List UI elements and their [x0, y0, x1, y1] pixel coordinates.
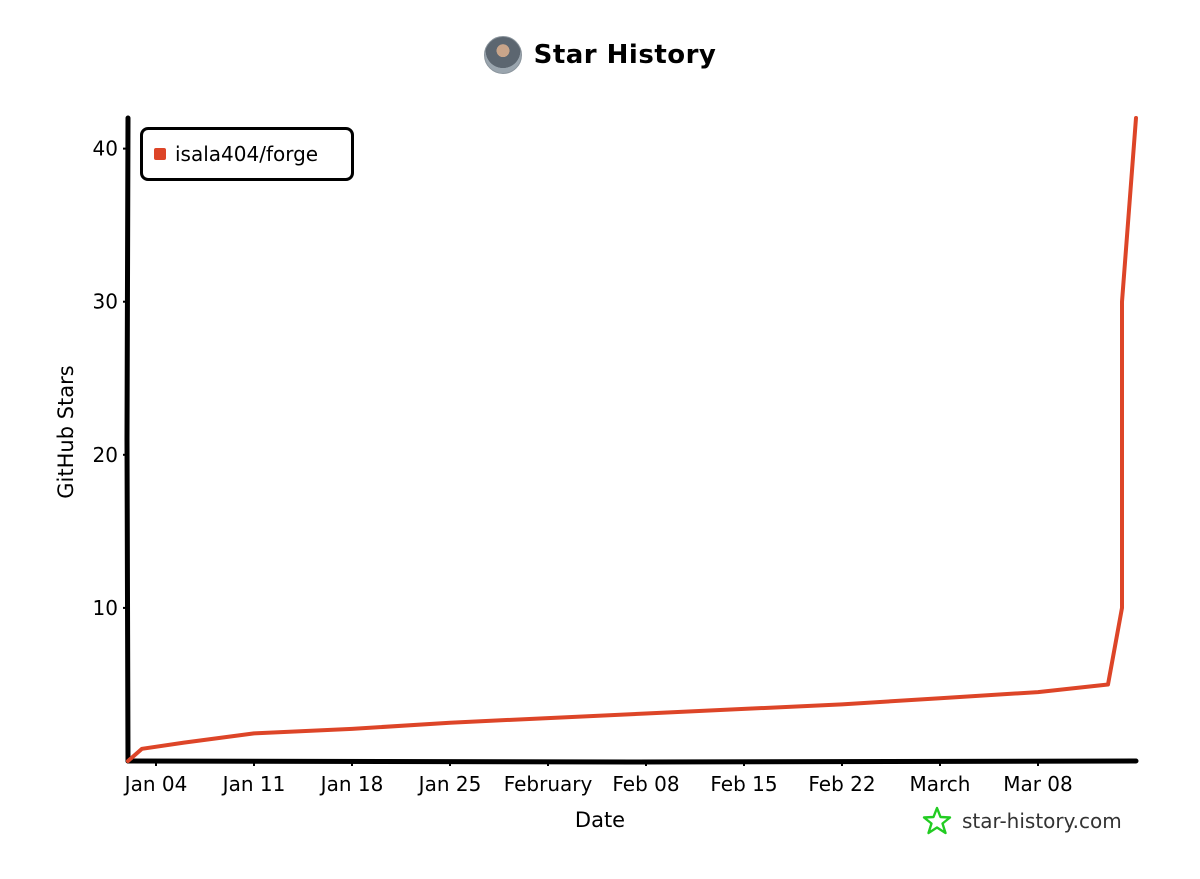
x-tick-label: Jan 04 — [123, 772, 188, 796]
x-tick-label: Mar 08 — [1003, 772, 1073, 796]
x-tick-label: Feb 22 — [808, 772, 875, 796]
x-tick-label: Jan 25 — [417, 772, 482, 796]
x-tick-label: Feb 15 — [710, 772, 777, 796]
legend-label: isala404/forge — [175, 142, 319, 166]
watermark-text: star-history.com — [962, 809, 1122, 833]
y-tick-label: 10 — [93, 596, 118, 620]
y-axis-ticks: 10 20 30 40 — [93, 137, 128, 620]
x-axis-label: Date — [574, 808, 626, 832]
chart-axes — [124, 115, 1139, 765]
x-tick-label: Jan 18 — [319, 772, 384, 796]
x-tick-label: Jan 11 — [221, 772, 286, 796]
y-tick-label: 20 — [93, 443, 118, 467]
y-axis-line — [124, 115, 131, 764]
y-tick-label: 40 — [93, 137, 118, 161]
series-line — [126, 116, 1138, 763]
x-axis-ticks: Jan 04 Jan 11 Jan 18 Jan 25 February Feb 08 Fe… — [123, 761, 1073, 796]
x-tick-label: February — [504, 772, 593, 796]
x-tick-label: March — [910, 772, 971, 796]
chart-header: Star History — [0, 36, 1200, 74]
y-tick-label: 30 — [93, 290, 118, 314]
star-history-logo-icon — [922, 806, 952, 835]
chart-legend: isala404/forge — [140, 127, 354, 181]
watermark[interactable]: star-history.com — [922, 806, 1122, 836]
chart-title: Star History — [533, 40, 717, 70]
y-axis-label: GitHub Stars — [54, 365, 78, 499]
avatar — [483, 36, 522, 74]
x-axis-line — [125, 758, 1139, 765]
x-tick-label: Feb 08 — [612, 772, 679, 796]
legend-swatch — [154, 148, 166, 160]
series-layer — [126, 116, 1138, 763]
